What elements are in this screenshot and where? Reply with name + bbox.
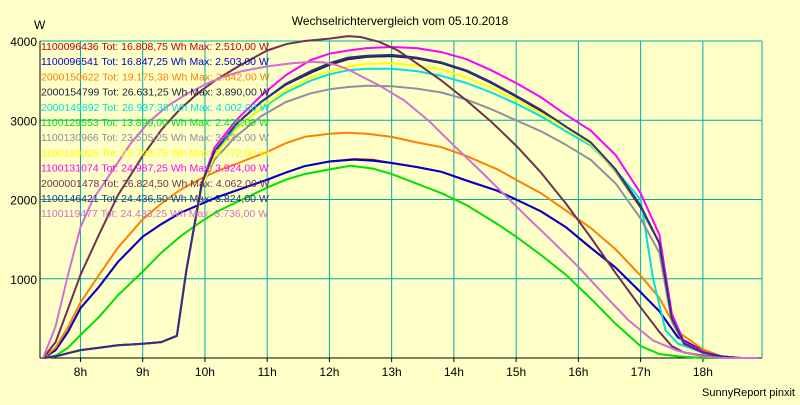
x-tick-label: 10h xyxy=(195,365,215,379)
series-line-1100096541 xyxy=(42,158,759,359)
y-tick-label: 4000 xyxy=(10,35,37,49)
series-line-1100146421 xyxy=(42,53,759,359)
legend-entry-1100096541: 1100096541 Tot: 16.847,25 Wh Max: 2.503,… xyxy=(41,56,269,68)
y-tick-label: 1000 xyxy=(10,273,37,287)
x-tick-label: 8h xyxy=(74,365,87,379)
x-tick-label: 14h xyxy=(444,365,464,379)
y-tick-label: 3000 xyxy=(10,114,37,128)
legend: 1100096436 Tot: 16.808,75 Wh Max: 2.510,… xyxy=(41,41,270,220)
legend-entry-1100131074: 1100131074 Tot: 24.987,25 Wh Max: 3.924,… xyxy=(41,163,269,175)
chart-title: Wechselrichtervergleich vom 05.10.2018 xyxy=(292,14,509,28)
legend-entry-1100119477: 1100119477 Tot: 24.433,25 Wh Max: 3.736,… xyxy=(41,208,268,220)
series-line-2000001478 xyxy=(42,35,759,359)
series-layer xyxy=(42,35,759,359)
x-tick-label: 11h xyxy=(258,365,277,379)
legend-entry-1100146421: 1100146421 Tot: 24.436,50 Wh Max: 3.824,… xyxy=(41,193,269,205)
legend-entry-2000149892: 2000149892 Tot: 26.937,38 Wh Max: 4.002,… xyxy=(41,102,270,114)
y-tick-label: 2000 xyxy=(10,194,37,208)
x-tick-label: 9h xyxy=(136,365,149,379)
legend-entry-2000150622: 2000150622 Tot: 19.175,38 Wh Max: 2.842,… xyxy=(41,71,270,83)
legend-entry-1100130025: 1100130025 Tot: 25.798,75 Wh Max: 3.772,… xyxy=(41,147,269,159)
x-tick-label: 15h xyxy=(506,365,526,379)
x-tick-label: 16h xyxy=(568,365,588,379)
x-tick-label: 13h xyxy=(382,365,402,379)
series-line-1100129553 xyxy=(42,164,759,359)
legend-entry-2000001478: 2000001478 Tot: 26.824,50 Wh Max: 4.062,… xyxy=(41,178,270,190)
series-line-1100119477 xyxy=(42,60,759,359)
footer-credit: SunnyReport pinxit xyxy=(702,387,795,399)
legend-entry-2000154799: 2000154799 Tot: 26.631,25 Wh Max: 3.890,… xyxy=(41,87,270,99)
x-tick-label: 12h xyxy=(319,365,339,379)
legend-entry-1100130966: 1100130966 Tot: 23.505,25 Wh Max: 3.435,… xyxy=(41,132,269,144)
series-line-2000150622 xyxy=(42,131,759,359)
legend-entry-1100129553: 1100129553 Tot: 13.899,00 Wh Max: 2.427,… xyxy=(41,117,269,129)
x-tick-label: 17h xyxy=(631,365,651,379)
y-axis-unit-label: W xyxy=(34,18,46,32)
axis-layer: 1000 2000 3000 4000 8h 9h 10h 11h 12h 13h 14h 15h 16… xyxy=(10,35,763,379)
legend-entry-1100096436: 1100096436 Tot: 16.808,75 Wh Max: 2.510,… xyxy=(41,41,269,53)
x-tick-label: 18h xyxy=(693,365,713,379)
